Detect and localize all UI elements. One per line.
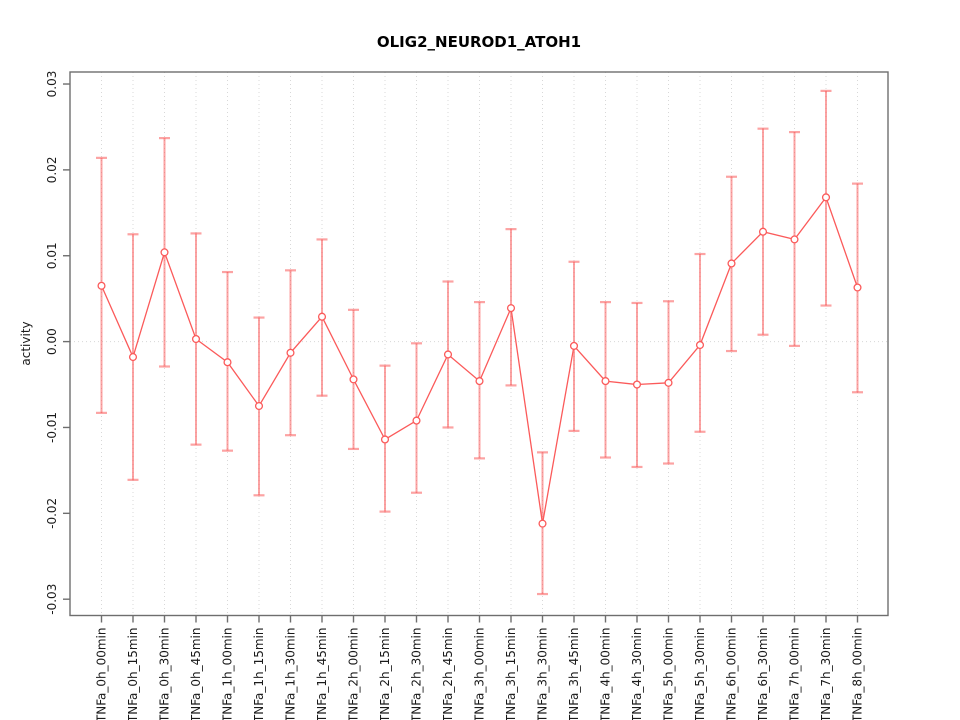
data-point-marker <box>821 193 831 202</box>
x-tick-label: TNFa_8h_00min <box>851 628 865 720</box>
data-point-marker <box>853 283 862 292</box>
data-point-marker <box>758 227 768 236</box>
chart-plot-area: -0.03 -0.02 -0.01 0.00 0.01 0.02 0.03 TNFa_0h_0… <box>45 71 889 720</box>
data-point-marker <box>160 248 169 257</box>
data-point-marker <box>97 281 106 290</box>
y-tick-label: -0.01 <box>45 412 59 443</box>
data-point-marker <box>695 340 705 350</box>
x-tick-label: TNFa_1h_30min <box>284 628 298 720</box>
x-tick-label: TNFa_7h_00min <box>788 628 802 720</box>
data-point-marker <box>349 375 358 384</box>
x-tick-label: TNFa_2h_45min <box>441 628 455 720</box>
data-point-marker <box>317 312 327 321</box>
data-point-marker <box>664 378 673 387</box>
x-tick-label: TNFa_7h_30min <box>819 628 833 720</box>
y-tick-label: -0.02 <box>45 498 59 529</box>
x-tick-label: TNFa_3h_15min <box>504 628 518 720</box>
x-tick-label: TNFa_6h_00min <box>725 628 739 720</box>
data-point-marker <box>286 348 295 357</box>
y-axis-label: activity <box>19 321 33 365</box>
data-point-marker <box>412 416 421 425</box>
x-tick-label: TNFa_3h_30min <box>536 628 550 720</box>
data-point-marker <box>569 341 579 350</box>
x-tick-label: TNFa_3h_00min <box>473 628 487 720</box>
x-tick-label: TNFa_0h_15min <box>126 628 140 720</box>
data-point-marker <box>443 350 453 359</box>
x-tick-label: TNFa_6h_30min <box>756 628 770 720</box>
data-point-marker <box>223 358 232 367</box>
x-tick-label: TNFa_1h_45min <box>315 628 329 720</box>
data-point-marker <box>601 377 610 386</box>
x-tick-label: TNFa_2h_30min <box>410 628 424 720</box>
y-tick-label: 0.00 <box>45 328 59 355</box>
x-tick-label: TNFa_1h_15min <box>252 628 266 720</box>
y-tick-label: -0.03 <box>45 584 59 615</box>
y-tick-label: 0.02 <box>45 157 59 184</box>
y-tick-label: 0.03 <box>45 71 59 98</box>
x-tick-label: TNFa_5h_00min <box>662 628 676 720</box>
data-point-marker <box>191 334 201 344</box>
x-tick-label: TNFa_4h_00min <box>599 628 613 720</box>
x-tick-label: TNFa_1h_00min <box>221 628 235 720</box>
x-tick-label: TNFa_0h_45min <box>189 628 203 720</box>
data-point-marker <box>475 377 484 386</box>
data-point-marker <box>790 235 799 244</box>
x-tick-label: TNFa_3h_45min <box>567 628 581 720</box>
y-tick-label: 0.01 <box>45 242 59 269</box>
data-point-marker <box>632 380 642 389</box>
x-tick-label: TNFa_2h_15min <box>378 628 392 720</box>
x-tick-label: TNFa_5h_30min <box>693 628 707 720</box>
data-point-marker <box>538 519 547 528</box>
data-point-marker <box>254 401 264 411</box>
data-point-marker <box>727 259 736 268</box>
x-tick-label: TNFa_4h_30min <box>630 628 644 720</box>
data-point-marker <box>128 353 138 362</box>
data-point-marker <box>506 304 516 313</box>
x-tick-label: TNFa_0h_00min <box>95 628 109 720</box>
chart-title: OLIG2_NEUROD1_ATOH1 <box>377 33 581 51</box>
x-tick-label: TNFa_0h_30min <box>158 628 172 720</box>
x-tick-label: TNFa_2h_00min <box>347 628 361 720</box>
data-point-marker <box>380 435 390 444</box>
